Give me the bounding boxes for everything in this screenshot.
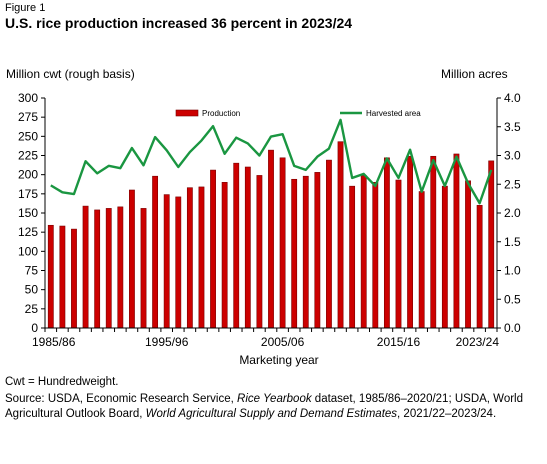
legend-production-swatch: [175, 109, 199, 117]
right-tick-label: 1.5: [504, 235, 521, 249]
production-bar: [372, 182, 379, 329]
production-bar: [430, 155, 437, 329]
chart-notes: Cwt = Hundredweight. Source: USDA, Econo…: [5, 375, 540, 422]
source-note: Source: USDA, Economic Research Service,…: [5, 392, 540, 422]
right-tick-label: 4.0: [504, 91, 521, 105]
production-bar: [163, 194, 170, 329]
production-bar: [407, 155, 413, 329]
right-tick-label: 0.0: [504, 321, 521, 335]
production-bar: [256, 175, 263, 329]
source-part-2: dataset, 1985/86–2020/21; USDA, World Ag…: [5, 393, 524, 420]
production-bar: [210, 169, 216, 329]
source-part-1: Rice Yearbook: [237, 393, 312, 405]
production-bar: [476, 205, 483, 329]
production-bar: [175, 196, 182, 329]
left-tick-label: 100: [18, 244, 38, 258]
production-bar: [279, 157, 286, 329]
production-bar: [94, 209, 101, 329]
x-tick-label: 1995/96: [145, 335, 189, 349]
left-tick-label: 250: [18, 129, 38, 143]
production-bar: [418, 191, 425, 329]
right-tick-label: 1.0: [504, 264, 521, 278]
chart-title: U.S. rice production increased 36 percen…: [5, 15, 353, 31]
production-bar: [268, 149, 274, 329]
production-bar: [453, 153, 460, 329]
legend-harvested-label: Harvested area: [366, 109, 421, 118]
left-tick-label: 50: [25, 283, 39, 297]
production-bar: [383, 157, 390, 329]
production-bar: [395, 179, 402, 329]
right-tick-label: 0.5: [504, 292, 521, 306]
production-bar: [441, 185, 448, 329]
left-tick-label: 75: [25, 264, 39, 278]
production-bar: [488, 160, 495, 329]
harvested-area-line: [50, 118, 493, 205]
production-bar: [117, 206, 124, 329]
left-tick-label: 125: [18, 225, 38, 239]
production-bar: [233, 162, 240, 329]
production-bar: [349, 185, 356, 329]
legend-production-label: Production: [202, 109, 240, 118]
production-bar: [140, 208, 147, 329]
production-bar: [221, 182, 228, 329]
production-bar: [198, 186, 205, 329]
left-tick-label: 225: [18, 149, 38, 163]
left-tick-label: 0: [31, 321, 38, 335]
production-bar: [129, 189, 135, 329]
left-tick-label: 175: [18, 187, 38, 201]
source-part-0: Source: USDA, Economic Research Service,: [5, 393, 238, 405]
right-axis-unit: Million acres: [441, 67, 508, 81]
production-bar: [71, 228, 77, 329]
right-tick-label: 3.0: [504, 149, 521, 163]
production-bar: [152, 175, 159, 329]
production-bar: [314, 172, 321, 329]
production-bar: [244, 166, 251, 329]
rice-chart: 0 25 50 75 100 125 150 175 200 225 250 275 300 0.0 0.5…: [18, 91, 521, 367]
production-bar: [337, 141, 344, 329]
cwt-note: Cwt = Hundredweight.: [5, 376, 119, 388]
x-tick-label: 2005/06: [261, 335, 305, 349]
x-tick-label: 2015/16: [377, 335, 421, 349]
production-bar: [302, 175, 309, 329]
right-tick-label: 2.0: [504, 206, 521, 220]
production-bar: [82, 205, 89, 329]
production-bar: [105, 208, 112, 329]
left-tick-label: 275: [18, 110, 38, 124]
left-tick-label: 300: [18, 91, 38, 105]
source-part-4: , 2021/22–2023/24.: [397, 408, 497, 420]
production-bar: [47, 224, 54, 329]
left-tick-label: 25: [25, 302, 39, 316]
source-part-3: World Agricultural Supply and Demand Est…: [145, 408, 398, 420]
production-bar: [465, 180, 471, 329]
right-tick-label: 3.5: [504, 120, 521, 134]
x-tick-label: 2023/24: [456, 335, 500, 349]
production-bar: [186, 187, 193, 329]
production-bar: [59, 225, 66, 329]
right-tick-label: 2.5: [504, 177, 521, 191]
x-axis-label: Marketing year: [239, 353, 318, 367]
left-tick-label: 150: [18, 206, 38, 220]
figure-label: Figure 1: [5, 2, 46, 14]
x-tick-label: 1985/86: [32, 335, 76, 349]
left-axis-unit: Million cwt (rough basis): [6, 67, 135, 81]
production-bar: [291, 178, 298, 329]
left-tick-label: 200: [18, 168, 38, 182]
production-bar: [360, 175, 367, 329]
production-bar: [326, 159, 332, 329]
